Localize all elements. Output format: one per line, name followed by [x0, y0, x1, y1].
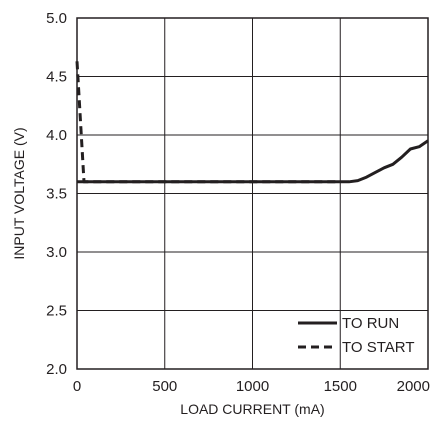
x-tick-label: 1000: [236, 378, 269, 395]
legend-label: TO RUN: [342, 315, 399, 332]
legend: TO RUN TO START: [298, 315, 415, 356]
y-tick-label: 2.0: [46, 361, 67, 378]
y-tick-labels: 2.0 2.5 3.0 3.5 4.0 4.5 5.0: [46, 10, 67, 378]
y-tick-label: 5.0: [46, 10, 67, 27]
y-tick-label: 3.0: [46, 244, 67, 261]
series-group: [75, 61, 429, 184]
y-tick-label: 2.5: [46, 303, 67, 320]
x-tick-label: 2000: [397, 378, 430, 395]
x-tick-label: 500: [152, 378, 177, 395]
x-tick-label: 0: [73, 378, 81, 395]
y-tick-label: 4.0: [46, 127, 67, 144]
x-axis-label: LOAD CURRENT (mA): [180, 401, 324, 417]
y-tick-label: 3.5: [46, 186, 67, 203]
grid: [77, 18, 428, 369]
series-line-1: [77, 139, 429, 184]
series-line-2: [75, 61, 341, 184]
legend-label: TO START: [342, 339, 415, 356]
x-tick-label: 1500: [324, 378, 357, 395]
x-tick-labels: 0 500 1000 1500 2000: [73, 378, 430, 395]
y-tick-label: 4.5: [46, 69, 67, 86]
y-axis-label: INPUT VOLTAGE (V): [11, 127, 27, 259]
plot-frame: [76, 17, 429, 370]
